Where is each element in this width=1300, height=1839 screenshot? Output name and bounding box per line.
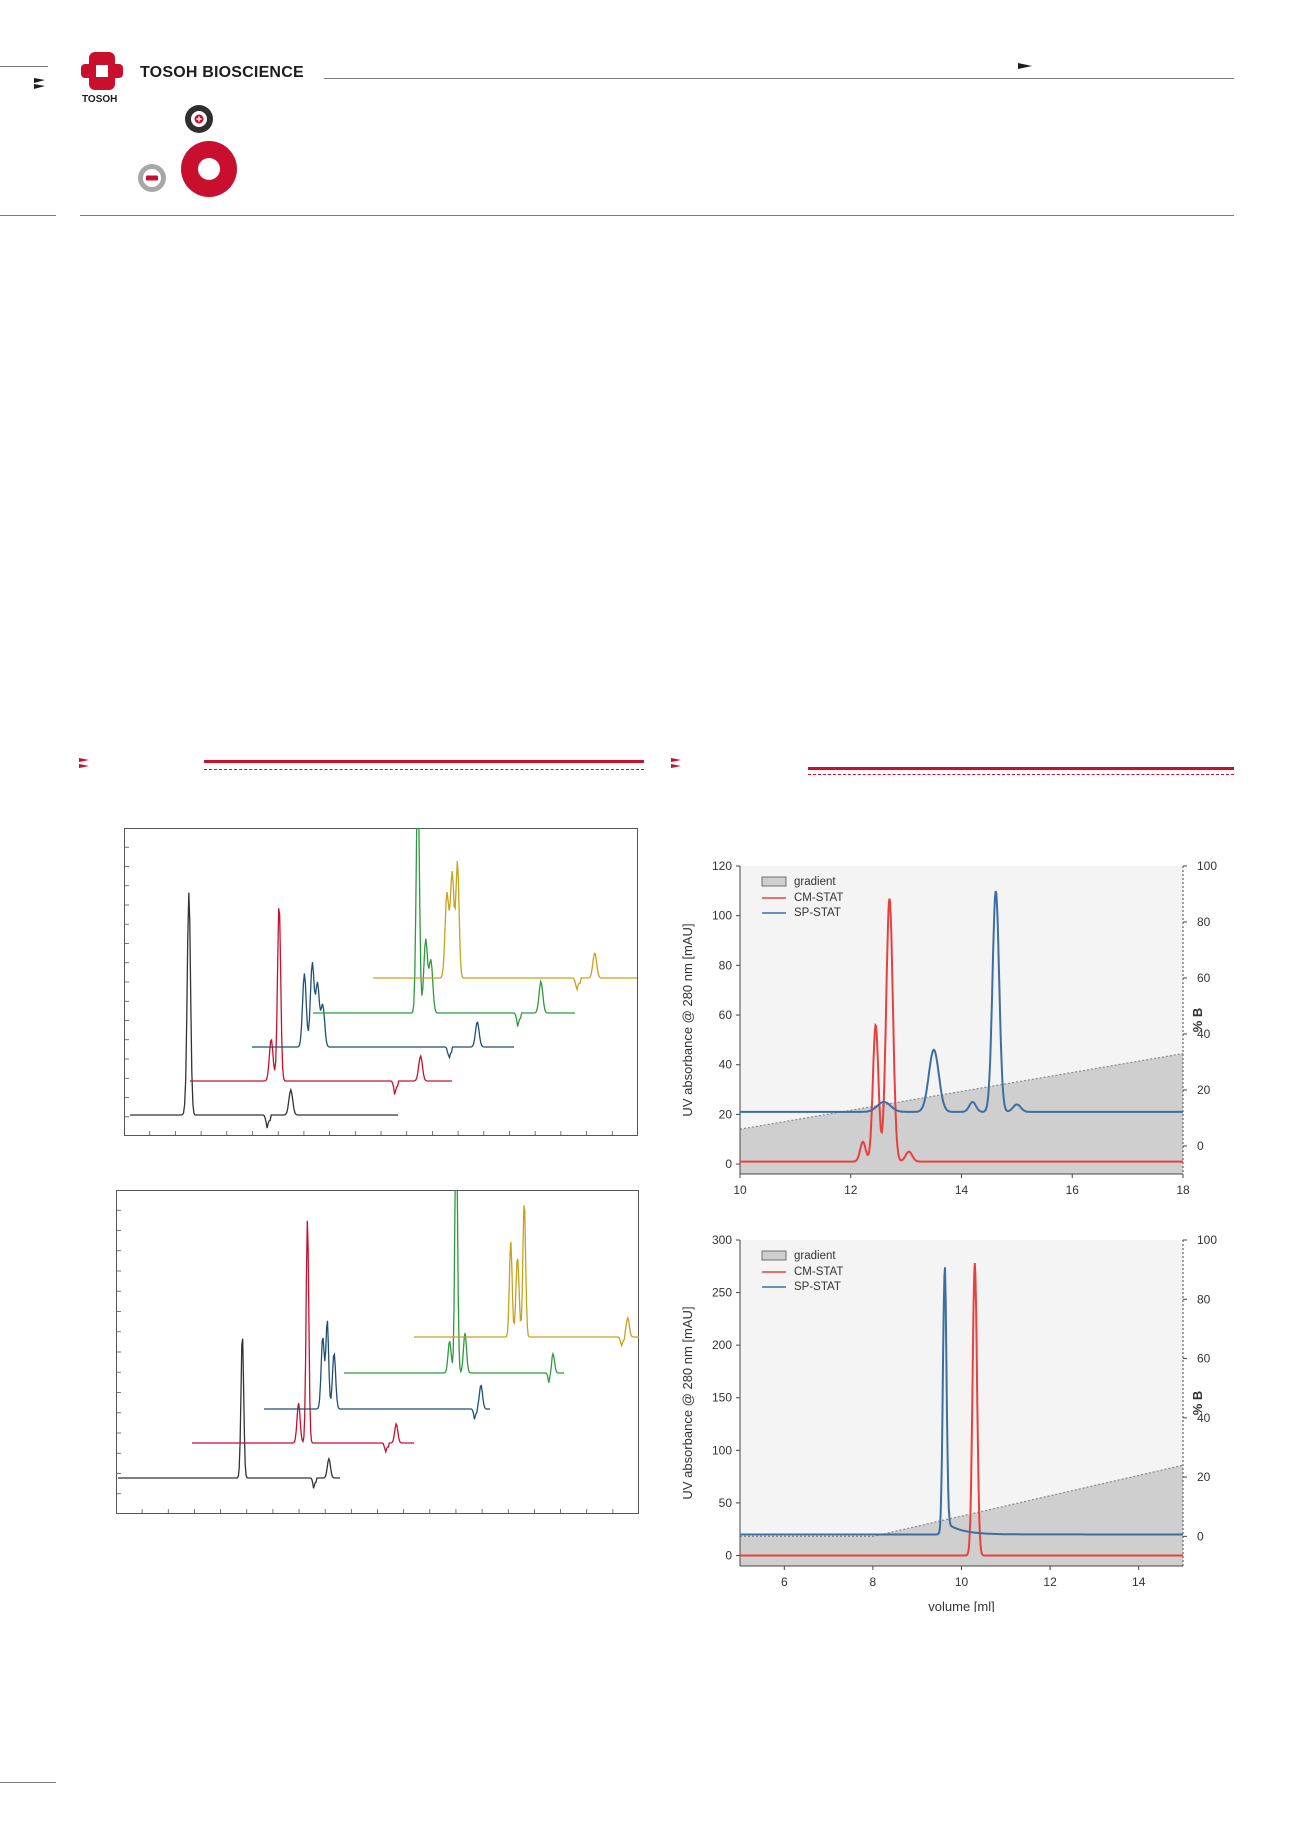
- legend-label-sp: SP-STAT: [794, 1281, 841, 1293]
- y2-axis-label: % B: [1190, 1008, 1205, 1033]
- y2-tick-label: 80: [1197, 915, 1211, 929]
- x-axis-label: volume [ml]: [928, 1599, 994, 1612]
- x-tick-label: 12: [1043, 1575, 1057, 1589]
- legend-swatch-gradient: [762, 1251, 786, 1260]
- y2-tick-label: 60: [1197, 971, 1211, 985]
- y2-tick-label: 0: [1197, 1529, 1204, 1543]
- header-rule-bottom: [0, 215, 56, 216]
- section-bar-right-dashed: [808, 774, 1234, 775]
- header-rule-bottom-long: [80, 215, 1234, 216]
- cation-plus-icon: [184, 104, 214, 134]
- x-tick-label: 6: [781, 1575, 788, 1589]
- nav-arrow-icon[interactable]: [33, 75, 51, 95]
- y-tick-label: 0: [725, 1157, 732, 1171]
- y2-tick-label: 0: [1197, 1139, 1204, 1153]
- y-tick-label: 100: [712, 909, 732, 923]
- anion-minus-icon: [137, 163, 167, 193]
- x-tick-label: 10: [733, 1183, 747, 1197]
- y-tick-label: 120: [712, 859, 732, 873]
- footer-rule: [0, 1782, 56, 1783]
- y2-axis-label: % B: [1190, 1391, 1205, 1416]
- plot-frame: [117, 1191, 639, 1514]
- red-ring-icon: [180, 140, 238, 198]
- legend-label-gradient: gradient: [794, 1250, 836, 1262]
- section-bar-right: [808, 767, 1234, 770]
- y-axis-label: UV absorbance @ 280 nm [mAU]: [680, 923, 695, 1116]
- section-arrow-left-icon: [79, 756, 93, 772]
- x-tick-label: 18: [1176, 1183, 1190, 1197]
- stacked-chromatogram-bottom: [116, 1190, 639, 1514]
- y2-tick-label: 100: [1197, 859, 1217, 873]
- y-axis-label: UV absorbance @ 280 nm [mAU]: [680, 1306, 695, 1499]
- x-tick-label: 10: [955, 1575, 969, 1589]
- y-tick-label: 40: [719, 1058, 733, 1072]
- y2-tick-label: 20: [1197, 1470, 1211, 1484]
- nav-arrow-small-icon[interactable]: [1018, 58, 1034, 68]
- tosoh-logo-icon[interactable]: [81, 50, 123, 92]
- y-tick-label: 300: [712, 1233, 732, 1247]
- legend-label-gradient: gradient: [794, 876, 836, 888]
- brand-small-text: TOSOH: [82, 94, 117, 105]
- y-tick-label: 250: [712, 1286, 732, 1300]
- section-bar-left-dashed: [204, 769, 644, 770]
- x-tick-label: 16: [1066, 1183, 1080, 1197]
- header-rule-top: [324, 78, 1234, 79]
- y2-tick-label: 100: [1197, 1233, 1217, 1247]
- legend-swatch-gradient: [762, 877, 786, 886]
- section-bar-left: [204, 760, 644, 763]
- x-tick-label: 12: [844, 1183, 858, 1197]
- legend-label-cm: CM-STAT: [794, 892, 843, 904]
- x-tick-label: 14: [1132, 1575, 1146, 1589]
- left-margin-rule-top: [0, 66, 48, 67]
- section-arrow-right-icon: [671, 756, 685, 772]
- y-tick-label: 0: [725, 1548, 732, 1562]
- stacked-chromatogram-top: [124, 828, 638, 1136]
- legend-label-cm: CM-STAT: [794, 1266, 843, 1278]
- y2-tick-label: 20: [1197, 1083, 1211, 1097]
- y-tick-label: 150: [712, 1391, 732, 1405]
- x-tick-label: 8: [870, 1575, 877, 1589]
- plot-frame: [125, 829, 638, 1136]
- y2-tick-label: 60: [1197, 1352, 1211, 1366]
- y-tick-label: 200: [712, 1338, 732, 1352]
- y2-tick-label: 80: [1197, 1292, 1211, 1306]
- y-tick-label: 80: [719, 958, 733, 972]
- y-tick-label: 100: [712, 1443, 732, 1457]
- y-tick-label: 50: [719, 1496, 733, 1510]
- y-tick-label: 60: [719, 1008, 733, 1022]
- brand-name: TOSOH BIOSCIENCE: [140, 64, 304, 82]
- legend-label-sp: SP-STAT: [794, 907, 841, 919]
- y-tick-label: 20: [719, 1107, 733, 1121]
- x-tick-label: 14: [955, 1183, 969, 1197]
